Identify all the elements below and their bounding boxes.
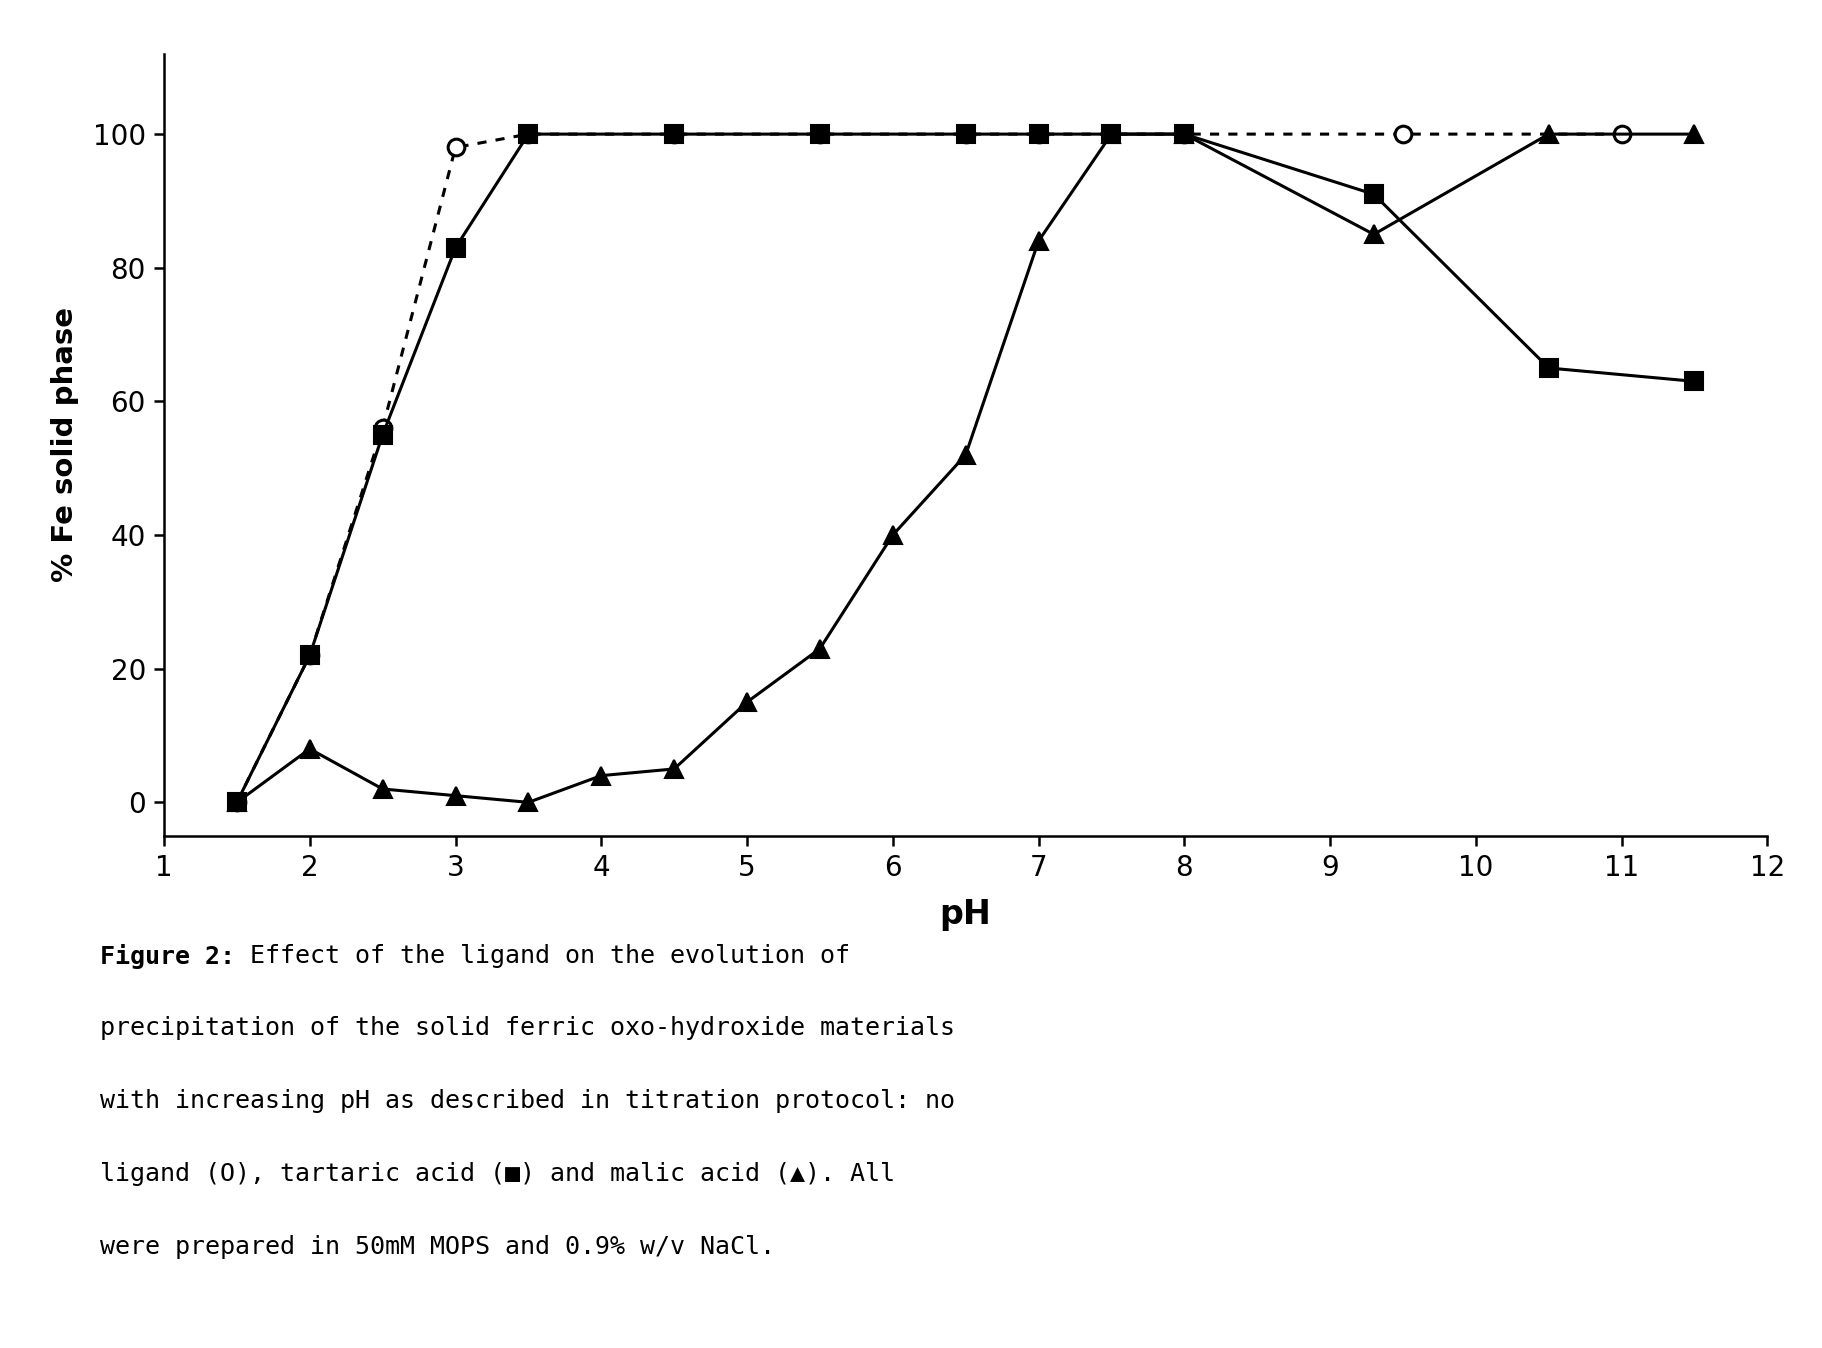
Text: precipitation of the solid ferric oxo-hydroxide materials: precipitation of the solid ferric oxo-hy… — [100, 1016, 955, 1041]
Text: were prepared in 50mM MOPS and 0.9% w/v NaCl.: were prepared in 50mM MOPS and 0.9% w/v … — [100, 1235, 774, 1259]
Text: Effect of the ligand on the evolution of: Effect of the ligand on the evolution of — [235, 944, 851, 968]
Text: with increasing pH as described in titration protocol: no: with increasing pH as described in titra… — [100, 1089, 955, 1113]
Y-axis label: % Fe solid phase: % Fe solid phase — [51, 307, 78, 582]
Text: Figure 2:: Figure 2: — [100, 944, 235, 969]
Text: ligand (O), tartaric acid (■) and malic acid (▲). All: ligand (O), tartaric acid (■) and malic … — [100, 1162, 895, 1186]
X-axis label: pH: pH — [940, 899, 991, 931]
